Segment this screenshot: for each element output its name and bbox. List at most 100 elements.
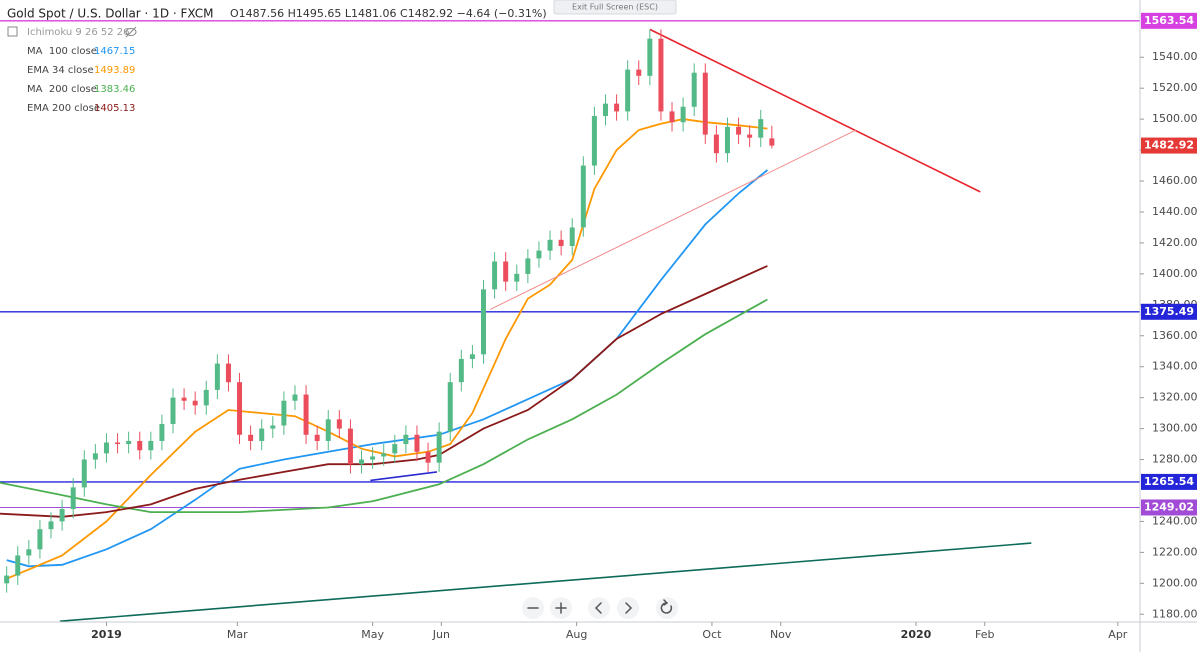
trend-line [59, 542, 1032, 622]
trend-line [370, 471, 438, 482]
toolbar [522, 597, 678, 619]
indicator-line [6, 118, 768, 580]
exit-fullscreen-label[interactable]: Exit Full Screen (ESC) [572, 3, 658, 12]
candle-body [569, 227, 575, 247]
candle-body [602, 103, 608, 117]
candle-body [503, 261, 509, 282]
price-level-tag [1141, 499, 1197, 516]
symbol-title: Gold Spot / U.S. Dollar · 1D · FXCM [7, 7, 213, 21]
candle-body [492, 261, 498, 290]
y-tick-label: 1460.00 [1152, 174, 1197, 187]
x-tick-label: Aug [566, 628, 587, 641]
y-tick-label: 1520.00 [1152, 81, 1197, 94]
price-level-tag [1141, 473, 1197, 490]
trend-line [489, 129, 857, 310]
collapse-icon[interactable] [7, 26, 18, 37]
x-tick-label: Apr [1108, 628, 1128, 641]
price-level-label: 1563.54 [1144, 14, 1194, 27]
price-level-label: 1375.49 [1144, 305, 1194, 318]
visibility-icon-strike [125, 26, 137, 38]
trend-line [649, 28, 981, 193]
candle-body [92, 453, 98, 460]
last-price-tag [1141, 137, 1197, 154]
ohlc-readout: O1487.56 H1495.65 L1481.06 C1482.92 −4.6… [230, 7, 547, 20]
candle-body [59, 509, 65, 522]
candle-body [713, 134, 719, 154]
x-tick-label: 2019 [91, 628, 122, 641]
visibility-icon[interactable] [125, 28, 137, 36]
zoom-in-icon [555, 602, 567, 614]
price-level-tag [1141, 12, 1197, 29]
candle-body [547, 239, 553, 251]
reset-button[interactable] [656, 597, 678, 619]
candle-body [37, 529, 43, 550]
candle-body [647, 38, 653, 76]
candle-body [758, 119, 764, 138]
y-tick-label: 1420.00 [1152, 236, 1197, 249]
candle-body [392, 444, 398, 454]
x-tick-label: Feb [975, 628, 994, 641]
price-level-label: 1249.02 [1144, 500, 1194, 513]
candle-body [303, 394, 309, 435]
candle-body [370, 456, 376, 460]
x-tick-label: May [361, 628, 384, 641]
candle-body [15, 555, 21, 576]
scroll-left-icon [594, 602, 602, 614]
scroll-right-icon [625, 602, 633, 614]
price-level-label: 1265.54 [1144, 475, 1194, 488]
legend-name: MA 100 close [27, 46, 97, 57]
candle-body [536, 250, 542, 259]
y-tick-label: 1340.00 [1152, 360, 1197, 373]
candle-body [281, 400, 287, 426]
candle-body [126, 440, 132, 445]
candle-body [159, 423, 165, 441]
candle-body [436, 431, 442, 463]
y-tick-label: 1400.00 [1152, 267, 1197, 280]
y-tick-label: 1440.00 [1152, 205, 1197, 218]
candle-body [614, 103, 620, 112]
indicator-line [0, 298, 768, 513]
candle-body [248, 434, 254, 441]
candle-body [724, 126, 730, 154]
candle-body [447, 382, 453, 432]
candle-body [658, 38, 664, 112]
y-tick-label: 1200.00 [1152, 576, 1197, 589]
candle-body [314, 434, 320, 441]
ichimoku-label: Ichimoku 9 26 52 26 [27, 27, 130, 38]
candle-body [636, 69, 642, 76]
y-tick-label: 1300.00 [1152, 422, 1197, 435]
candle-body [26, 549, 32, 556]
candle-body [137, 440, 143, 451]
candle-body [425, 451, 431, 463]
candle-body [580, 165, 586, 228]
reset-icon [660, 599, 673, 614]
y-tick-label: 1280.00 [1152, 453, 1197, 466]
candle-body [214, 363, 220, 390]
candle-body [669, 111, 675, 123]
exit-fullscreen-button[interactable] [553, 0, 677, 15]
candle-body [558, 239, 564, 247]
legend-name: EMA 34 close [27, 65, 94, 76]
y-tick-label: 1180.00 [1152, 607, 1197, 620]
candle-body [525, 258, 531, 274]
candle-body [736, 126, 742, 135]
candle-body [691, 72, 697, 107]
y-tick-label: 1500.00 [1152, 112, 1197, 125]
candle-body [237, 382, 243, 435]
candle-body [403, 434, 409, 445]
scroll-right-button[interactable] [617, 597, 639, 619]
legend-value: 1493.89 [94, 65, 135, 76]
legend-value: 1405.13 [94, 103, 135, 114]
x-tick-label: 2020 [901, 628, 932, 641]
x-tick-label: Oct [702, 628, 722, 641]
candle-body [458, 358, 464, 383]
scroll-left-button[interactable] [588, 597, 610, 619]
candle-body [481, 289, 486, 355]
candle-body [702, 72, 708, 135]
plot-area [0, 20, 1140, 622]
candle-body [347, 428, 353, 465]
header: Gold Spot / U.S. Dollar · 1D · FXCM O148… [7, 0, 677, 38]
x-tick-label: Jun [432, 628, 450, 641]
